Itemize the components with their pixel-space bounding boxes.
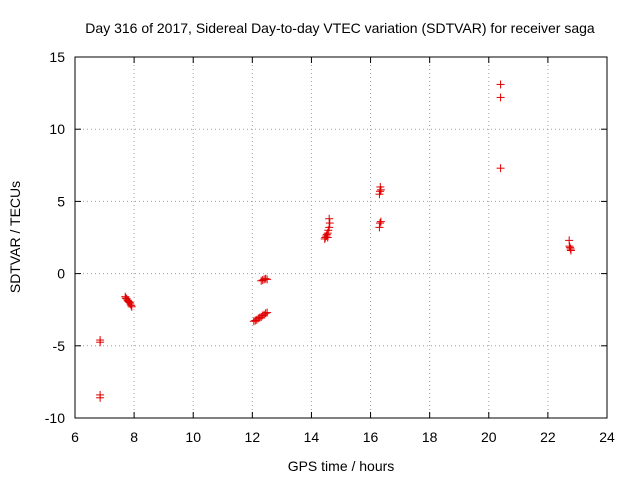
data-point bbox=[325, 214, 334, 223]
data-points bbox=[96, 80, 575, 402]
x-axis-ticks: 6 8 10 12 14 16 18 20 22 24 bbox=[71, 57, 615, 445]
data-point bbox=[261, 274, 270, 283]
data-point bbox=[96, 393, 105, 402]
data-point bbox=[323, 233, 332, 242]
y-tick-label: 15 bbox=[49, 49, 65, 65]
y-axis-label: SDTVAR / TECUs bbox=[7, 181, 23, 293]
x-tick-label: 14 bbox=[304, 429, 320, 445]
x-tick-label: 8 bbox=[130, 429, 138, 445]
data-point bbox=[96, 338, 105, 347]
y-tick-label: 5 bbox=[57, 193, 65, 209]
y-tick-label: 0 bbox=[57, 266, 65, 282]
data-point bbox=[566, 246, 575, 255]
x-tick-label: 16 bbox=[363, 429, 379, 445]
data-point bbox=[375, 223, 384, 232]
y-tick-label: 10 bbox=[49, 121, 65, 137]
y-tick-label: -5 bbox=[53, 338, 66, 354]
y-axis-ticks: -10 -5 0 5 10 15 bbox=[45, 49, 607, 426]
data-point bbox=[496, 164, 505, 173]
grid-lines bbox=[75, 57, 607, 418]
x-tick-label: 10 bbox=[185, 429, 201, 445]
data-point bbox=[496, 93, 505, 102]
data-point bbox=[127, 302, 136, 311]
data-point bbox=[263, 308, 272, 317]
x-axis-label: GPS time / hours bbox=[288, 458, 395, 474]
data-point bbox=[376, 217, 385, 226]
x-tick-label: 24 bbox=[599, 429, 615, 445]
data-point bbox=[263, 275, 272, 284]
data-point bbox=[325, 223, 334, 232]
data-point bbox=[127, 301, 136, 310]
x-tick-label: 18 bbox=[422, 429, 438, 445]
x-tick-label: 6 bbox=[71, 429, 79, 445]
x-tick-label: 20 bbox=[481, 429, 497, 445]
y-tick-label: -10 bbox=[45, 410, 65, 426]
chart-title: Day 316 of 2017, Sidereal Day-to-day VTE… bbox=[85, 20, 595, 36]
data-point bbox=[376, 219, 385, 228]
data-point bbox=[261, 309, 270, 318]
x-tick-label: 12 bbox=[245, 429, 261, 445]
data-point bbox=[496, 80, 505, 89]
x-tick-label: 22 bbox=[540, 429, 556, 445]
data-point bbox=[325, 219, 334, 228]
data-point bbox=[376, 182, 385, 191]
plot-frame bbox=[74, 56, 608, 419]
